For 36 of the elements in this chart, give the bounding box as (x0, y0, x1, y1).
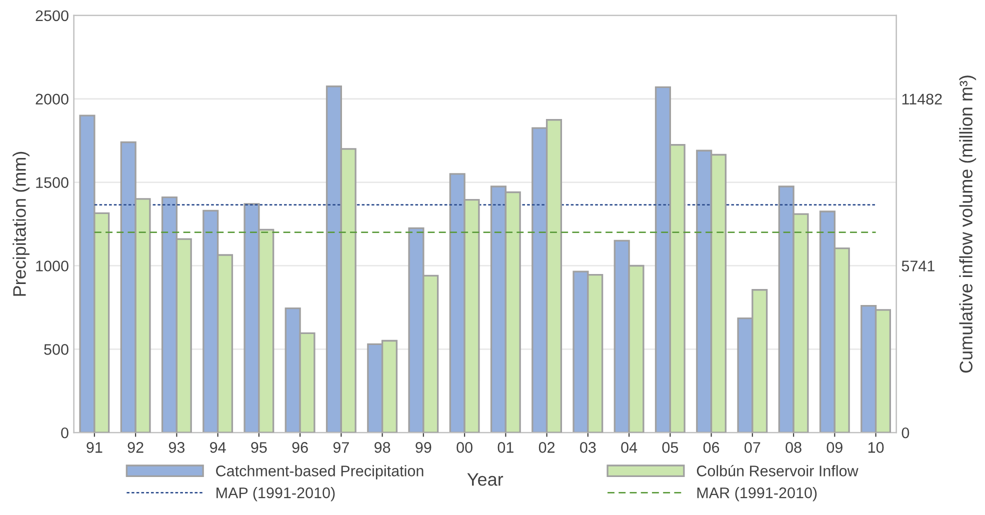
x-tick-label: 10 (868, 442, 884, 453)
y-tick-label: 500 (44, 344, 68, 355)
y-tick-label: 2500 (36, 10, 68, 22)
y-tick-label: 2000 (36, 94, 68, 105)
legend-label: MAR (1991-2010) (697, 487, 817, 502)
x-tick-label: 03 (580, 442, 596, 453)
x-tick-label: 00 (456, 442, 472, 453)
x-tick-label: 92 (128, 442, 144, 453)
x-axis-title: Year (467, 473, 504, 486)
x-tick-label: 04 (621, 442, 638, 453)
x-tick-label: 02 (538, 442, 555, 453)
y-axis-title: Precipitation (mm) (12, 152, 30, 296)
x-tick-label: 94 (210, 442, 226, 453)
legend-label: Colbún Reservoir Inflow (696, 464, 858, 476)
x-tick-label: 99 (416, 442, 432, 453)
y2-tick-label: 11482 (902, 94, 942, 105)
x-tick-label: 05 (662, 442, 678, 453)
x-tick-label: 08 (786, 442, 802, 453)
x-tick-label: 91 (86, 442, 102, 453)
y2-axis-title: Cumulative inflow volume (million m³) (959, 76, 976, 373)
x-tick-label: 93 (168, 442, 185, 453)
x-tick-label: 96 (292, 442, 308, 453)
y2-tick-label: 0 (902, 427, 910, 438)
x-tick-label: 07 (744, 442, 760, 453)
x-tick-label: 95 (251, 442, 267, 453)
x-tick-label: 09 (826, 442, 842, 453)
y-tick-label: 1500 (36, 177, 68, 188)
legend-label: MAP (1991-2010) (216, 487, 335, 502)
y-tick-label: 0 (61, 427, 68, 438)
x-tick-label: 98 (374, 442, 390, 453)
y-tick-label: 1000 (36, 260, 68, 272)
x-tick-label: 06 (703, 442, 720, 453)
x-tick-label: 01 (498, 442, 514, 453)
x-tick-label: 97 (333, 442, 349, 453)
y2-tick-label: 5741 (902, 260, 934, 272)
legend-label: Catchment-based Precipitation (216, 465, 424, 480)
